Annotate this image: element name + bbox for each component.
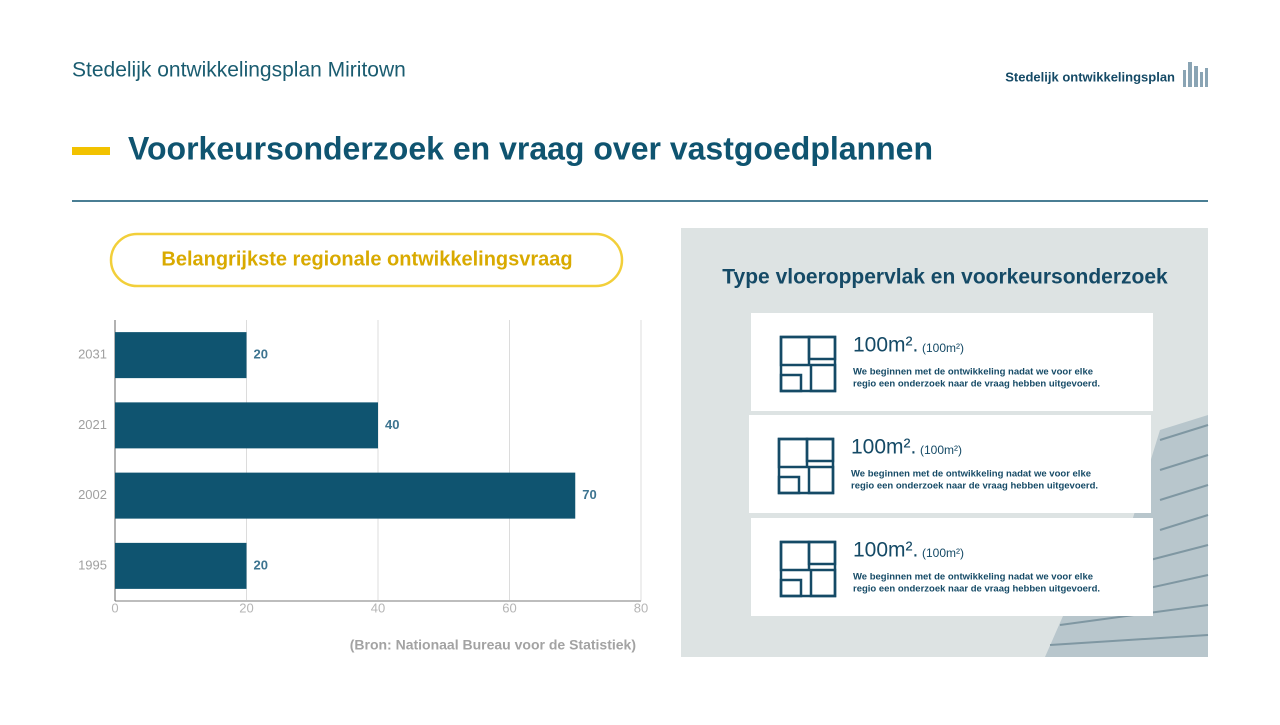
room <box>809 568 837 598</box>
card-area: 100m². <box>851 436 916 459</box>
card-note: (100m²) <box>922 546 964 560</box>
floorplan-icon <box>779 335 837 393</box>
subtitle: Stedelijk ontwikkelingsplan Miritown <box>72 59 406 82</box>
card <box>751 518 1153 616</box>
card-note: (100m²) <box>920 443 962 457</box>
room <box>809 363 837 393</box>
card-area: 100m². <box>853 539 918 562</box>
card-line: regio een onderzoek naar de vraag hebben… <box>853 584 1100 595</box>
room <box>779 373 803 393</box>
card-line: We beginnen met de ontwikkeling nadat we… <box>853 572 1093 583</box>
y-tick-label: 2021 <box>78 417 107 432</box>
x-tick-label: 80 <box>634 600 648 615</box>
cards: 100m². (100m²) We beginnen met de ontwikke… <box>749 313 1153 616</box>
card-line: We beginnen met de ontwikkeling nadat we… <box>851 469 1091 480</box>
x-tick-label: 0 <box>111 600 118 615</box>
slide-title: Voorkeursonderzoek en vraag over vastgoe… <box>128 130 933 166</box>
bar <box>115 472 576 519</box>
room <box>807 540 837 566</box>
card-note: (100m²) <box>922 341 964 355</box>
bar <box>115 332 247 379</box>
card-line: We beginnen met de ontwikkeling nadat we… <box>853 367 1093 378</box>
card-line: regio een onderzoek naar de vraag hebben… <box>851 481 1098 492</box>
x-tick-label: 20 <box>239 600 253 615</box>
bar <box>115 402 378 449</box>
brand-icon <box>1183 62 1208 87</box>
brand: Stedelijk ontwikkelingsplan <box>1005 69 1175 84</box>
chart-title: Belangrijkste regionale ontwikkelingsvra… <box>161 248 572 270</box>
x-tick-label: 60 <box>502 600 516 615</box>
card <box>751 313 1153 411</box>
value-label: 20 <box>254 557 268 572</box>
floorplan-icon <box>777 437 835 495</box>
value-label: 40 <box>385 417 399 432</box>
source: (Bron: Nationaal Bureau voor de Statisti… <box>350 637 636 653</box>
floorplan-icon <box>779 540 837 598</box>
card <box>749 415 1151 513</box>
chart: 0 20 40 60 80 2031 20 2021 40 2002 70 1995 20 <box>78 320 648 615</box>
value-label: 20 <box>254 347 268 362</box>
room <box>807 335 837 361</box>
card-area: 100m². <box>853 334 918 357</box>
chart-title-pill <box>109 232 624 288</box>
bar <box>115 542 247 589</box>
card-line: regio een onderzoek naar de vraag hebben… <box>853 379 1100 390</box>
y-tick-label: 1995 <box>78 557 107 572</box>
y-tick-label: 2002 <box>78 487 107 502</box>
panel-title: Type vloeroppervlak en voorkeursonderzoe… <box>722 266 1168 289</box>
room <box>805 437 835 463</box>
value-label: 70 <box>582 487 596 502</box>
x-tick-label: 40 <box>371 600 385 615</box>
y-tick-label: 2031 <box>78 347 107 362</box>
accent-bar <box>72 147 110 155</box>
room <box>807 465 835 495</box>
room <box>777 475 801 495</box>
room <box>779 578 803 598</box>
